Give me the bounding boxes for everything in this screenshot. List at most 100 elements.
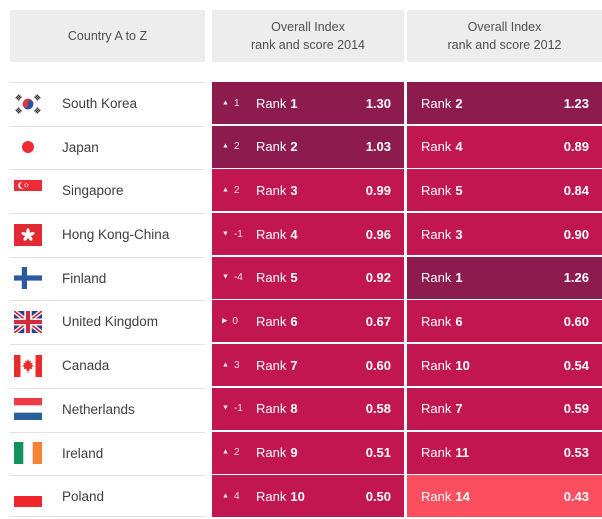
score-2014-value: 0.51 [365,445,391,460]
table-row: Poland ▲ 4 Rank 10 0.50 Rank 14 0.43 [0,475,602,518]
flag-singapore-icon [14,179,42,202]
rank-label: Rank [421,139,452,155]
column-header-2012-line2: rank and score 2012 [447,38,562,52]
ranking-rows: South Korea ▲ 1 Rank 1 1.30 Rank 2 1.23 … [0,82,602,518]
score-2014-value: 1.03 [365,139,391,155]
table-row: United Kingdom ▶ 0 Rank 6 0.67 Rank 6 0.… [0,300,602,343]
rank-2014-value: 4 [290,226,298,242]
rank-label: Rank [256,270,287,286]
index-2014-cell: ▲ 2 Rank 2 1.03 [212,125,404,168]
score-2012-value: 0.84 [563,182,589,198]
rank-change-arrow-icon: ▼ [222,273,229,281]
column-header-country[interactable]: Country A to Z [10,10,205,62]
flag-netherlands-icon [14,398,42,421]
rank-2012-value: 7 [455,401,463,417]
flag-south-korea-icon [14,92,42,115]
table-row: Hong Kong-China ▼ -1 Rank 4 0.96 Rank 3 … [0,213,602,256]
index-2012-cell: Rank 2 1.23 [407,82,602,124]
index-2012-cell: Rank 6 0.60 [407,300,602,343]
country-name: Hong Kong-China [62,227,170,243]
country-cell: Finland [10,256,205,299]
rank-label: Rank [421,357,452,373]
rank-label: Rank [256,445,287,460]
rank-change-value: 1 [233,97,240,109]
score-2012-value: 0.54 [563,357,589,373]
rank-label: Rank [256,95,287,111]
score-2012-value: 0.60 [563,313,589,329]
rank-change-indicator: ▶ 0 [222,316,256,327]
table-row: Ireland ▲ 2 Rank 9 0.51 Rank 11 0.53 [0,431,602,474]
index-2012-cell: Rank 5 0.84 [407,169,602,212]
score-2014-value: 1.30 [365,95,391,111]
column-header-2012-line1: Overall Index [467,20,542,34]
score-2014-value: 0.60 [365,357,391,373]
rank-label: Rank [421,226,452,242]
table-row: Canada ▲ 3 Rank 7 0.60 Rank 10 0.54 [0,344,602,387]
score-2012-value: 0.59 [563,401,589,417]
index-2012-cell: Rank 10 0.54 [407,344,602,387]
rank-2014-value: 9 [290,445,298,460]
rank-label: Rank [421,313,452,329]
table-row: Finland ▼ -4 Rank 5 0.92 Rank 1 1.26 [0,256,602,299]
rank-change-indicator: ▲ 2 [222,447,256,458]
rank-2014-value: 7 [290,357,298,373]
rank-2012-value: 3 [455,226,463,242]
flag-united-kingdom-icon [14,310,42,333]
score-2012-value: 1.26 [563,270,589,286]
index-2014-cell: ▼ -4 Rank 5 0.92 [212,256,404,299]
rank-change-arrow-icon: ▲ [222,186,229,194]
rank-2012-value: 4 [455,139,463,155]
rank-label: Rank [256,488,287,504]
country-name: South Korea [62,96,138,111]
rank-2014-value: 3 [290,182,298,198]
rank-change-value: 4 [233,490,240,502]
rank-change-value: 2 [233,447,240,458]
column-header-2014-line2: rank and score 2014 [251,38,365,52]
rank-2012-value: 11 [455,445,470,460]
country-cell: Netherlands [10,387,205,430]
country-name: Poland [62,488,105,504]
country-cell: Singapore [10,169,205,212]
rank-change-indicator: ▲ 3 [222,360,256,371]
rank-change-value: 2 [233,184,240,196]
flag-hong-kong-icon [14,223,42,246]
rank-change-indicator: ▲ 1 [222,98,256,109]
rank-change-arrow-icon: ▼ [222,404,229,412]
flag-finland-icon [14,267,42,290]
rank-change-indicator: ▲ 2 [222,185,256,196]
table-row: Netherlands ▼ -1 Rank 8 0.58 Rank 7 0.59 [0,387,602,430]
score-2012-value: 0.43 [563,488,589,504]
index-2012-cell: Rank 11 0.53 [407,431,602,474]
column-header-country-label: Country A to Z [67,29,148,43]
rank-2014-value: 10 [290,488,305,504]
rank-change-arrow-icon: ▲ [222,99,229,106]
rank-change-arrow-icon: ▼ [222,230,229,238]
rank-2012-value: 2 [455,95,463,111]
column-header-2012[interactable]: Overall Index rank and score 2012 [407,10,602,62]
rank-2012-value: 10 [455,357,470,373]
rank-change-indicator: ▲ 4 [222,491,256,502]
column-header-2014[interactable]: Overall Index rank and score 2014 [212,10,404,62]
rank-change-arrow-icon: ▶ [222,317,228,325]
score-2012-value: 1.23 [563,95,589,111]
rank-2014-value: 2 [290,139,298,155]
rank-label: Rank [421,401,452,417]
country-name: United Kingdom [62,314,159,330]
rank-2012-value: 1 [455,270,463,286]
index-2012-cell: Rank 7 0.59 [407,387,602,430]
rank-change-indicator: ▼ -1 [222,403,256,414]
score-2014-value: 0.96 [365,226,391,242]
rank-change-value: 3 [233,359,240,371]
rank-change-value: 0 [232,315,238,327]
rank-2012-value: 6 [455,313,463,329]
country-cell: Hong Kong-China [10,213,205,256]
rank-label: Rank [256,357,287,373]
country-cell: Poland [10,475,205,518]
rank-label: Rank [421,95,452,111]
table-row: South Korea ▲ 1 Rank 1 1.30 Rank 2 1.23 [0,82,602,124]
score-2014-value: 0.99 [365,182,391,198]
score-2014-value: 0.67 [365,313,391,329]
score-2012-value: 0.89 [563,139,589,155]
score-2014-value: 0.50 [365,488,391,504]
index-2014-cell: ▲ 2 Rank 9 0.51 [212,431,404,474]
